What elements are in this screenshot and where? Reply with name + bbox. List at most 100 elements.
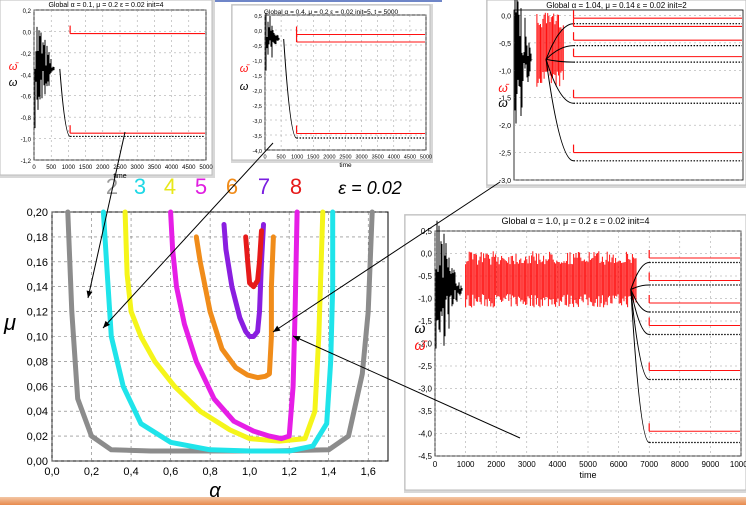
inset-x-tick-label: 6000: [610, 460, 628, 469]
legend-label-2: 2: [106, 174, 118, 199]
inset-y-tick-label: -2,0: [499, 123, 511, 130]
phase-y-tick-label: 0,08: [27, 356, 48, 368]
inset-x-tick-label: 1000: [291, 155, 303, 161]
inset-decay-omega: [283, 38, 297, 139]
inset-y-tick-label: 0,5: [421, 227, 433, 236]
pointer-arrow-line: [272, 181, 501, 333]
inset-decay-omega: [630, 289, 650, 335]
inset-x-tick-label: 2500: [339, 155, 351, 161]
phase-x-axis-label: α: [209, 480, 221, 502]
phase-y-axis-label: μ: [3, 310, 16, 335]
inset-y-tick-label: 0,0: [254, 29, 262, 35]
inset-x-tick-label: 3000: [131, 165, 145, 171]
phase-y-tick-label: 0,06: [27, 381, 48, 393]
inset-x-tick-label: 4500: [404, 155, 416, 161]
pointer-arrow-head: [86, 290, 93, 298]
phase-curve-5: [168, 209, 300, 442]
inset-x-tick-label: 2000: [323, 155, 335, 161]
bottom-accent-bar: [0, 497, 746, 505]
phase-x-tick-label: 0,0: [44, 466, 59, 478]
inset-y-tick-label: -0,5: [253, 44, 262, 50]
inset-y-tick-label: -1,5: [253, 74, 262, 80]
inset-x-tick-label: 0: [32, 165, 36, 171]
inset-y-label-omega-bar: ω̄: [9, 61, 20, 73]
inset-y-label-omega: ω: [240, 81, 249, 93]
legend-label-3: 3: [134, 174, 146, 199]
inset-y-tick-label: 0,0: [23, 30, 32, 36]
pointer-arrow-line: [102, 142, 274, 329]
inset-decay-omega: [59, 68, 71, 137]
inset-x-tick-label: 0: [263, 155, 266, 161]
inset-x-tick-label: 4000: [388, 155, 400, 161]
pointer-arrows: [86, 131, 521, 439]
phase-x-tick-label: 1,4: [321, 466, 336, 478]
inset-title: Global α = 0.1, μ = 0.2 ε = 0.02 init=4: [48, 2, 163, 9]
inset-y-tick-label: -3,5: [253, 134, 262, 140]
inset-x-tick-label: 1500: [307, 155, 319, 161]
inset-y-tick-label: -1,0: [499, 68, 511, 75]
inset-title: Global α = 0.4, μ = 0.2 ε = 0.02 init=5,…: [264, 9, 399, 16]
legend-label-6: 6: [226, 174, 238, 199]
inset-y-tick-label: -1,2: [21, 159, 32, 165]
inset-decay-omega: [630, 289, 650, 443]
inset-x-axis-label: time: [579, 470, 596, 480]
inset-y-label-omega-bar: ω̄: [498, 81, 509, 95]
pointer-arrow-head: [103, 320, 110, 328]
inset-y-tick-label: -3,0: [418, 385, 432, 394]
inset-y-tick-label: -2,5: [253, 104, 262, 110]
inset-y-tick-label: 0,0: [501, 13, 511, 20]
inset-y-tick-label: -1,5: [418, 317, 432, 326]
inset-x-axis-label: time: [339, 162, 352, 169]
inset-x-tick-label: 3500: [148, 165, 162, 171]
phase-curve-6: [193, 234, 276, 381]
inset-y-tick-label: -2,5: [418, 362, 432, 371]
inset-x-tick-label: 1000: [457, 460, 475, 469]
inset-y-tick-label: -0,6: [21, 95, 32, 101]
phase-y-tick-label: 0,02: [27, 431, 48, 443]
inset-y-tick-label: -1,0: [21, 138, 32, 144]
inset-y-tick-label: -1,0: [418, 295, 432, 304]
inset-y-tick-label: -0,8: [21, 116, 32, 122]
phase-x-tick-label: 1,2: [282, 466, 297, 478]
inset-x-tick-label: 2500: [113, 165, 127, 171]
inset-title: Global α = 1.0, μ = 0.2 ε = 0.02 init=4: [502, 216, 650, 226]
inset-plot-area: [264, 14, 427, 151]
inset-y-tick-label: -0,2: [21, 52, 32, 58]
inset-y-tick-label: -4,5: [418, 452, 432, 461]
legend-label-4: 4: [164, 174, 176, 199]
inset-decay-omega: [545, 45, 574, 60]
inset-decay-omega: [545, 59, 574, 104]
inset-x-tick-label: 4000: [549, 460, 567, 469]
phase-y-tick-label: 0,16: [27, 257, 48, 269]
phase-x-tick-label: 0,4: [123, 466, 138, 478]
inset-ts-c: 0,0 -0,5 -1,0 -1,5 -2,0 -2,5 -3,0 Global α = 1.…: [486, 0, 746, 188]
phase-curve-8: [243, 228, 264, 290]
inset-y-label-omega: ω: [415, 320, 426, 336]
inset-y-tick-label: -2,0: [253, 89, 262, 95]
inset-y-label-omega: ω: [9, 77, 18, 89]
legend-label-8: 8: [290, 174, 302, 199]
pointer-arrow-line: [292, 335, 521, 439]
pointer-arrow-line: [87, 131, 126, 299]
phase-curve-3: [100, 209, 336, 454]
phase-curve-4: [122, 209, 326, 444]
inset-x-tick-label: 5000: [199, 165, 213, 171]
inset-y-tick-label: -4,0: [418, 430, 432, 439]
inset-y-tick-label: -2,5: [499, 151, 511, 158]
pointer-arrow-head: [273, 325, 281, 332]
phase-x-tick-label: 1,6: [361, 466, 376, 478]
inset-y-tick-label: -0,4: [21, 73, 32, 79]
phase-x-tick-label: 0,2: [84, 466, 99, 478]
legend-epsilon: ε = 0.02: [338, 178, 401, 198]
phase-y-tick-label: 0,14: [27, 282, 48, 294]
inset-x-tick-label: 7000: [640, 460, 658, 469]
inset-y-tick-label: 0,0: [421, 250, 433, 259]
inset-y-tick-label: -3,0: [253, 119, 262, 125]
inset-y-tick-label: -0,5: [499, 41, 511, 48]
inset-x-tick-label: 0: [433, 460, 438, 469]
inset-x-tick-label: 500: [277, 155, 286, 161]
inset-x-tick-label: 4000: [165, 165, 179, 171]
top-accent-bar: [212, 0, 442, 2]
inset-decay-omega: [630, 262, 650, 290]
